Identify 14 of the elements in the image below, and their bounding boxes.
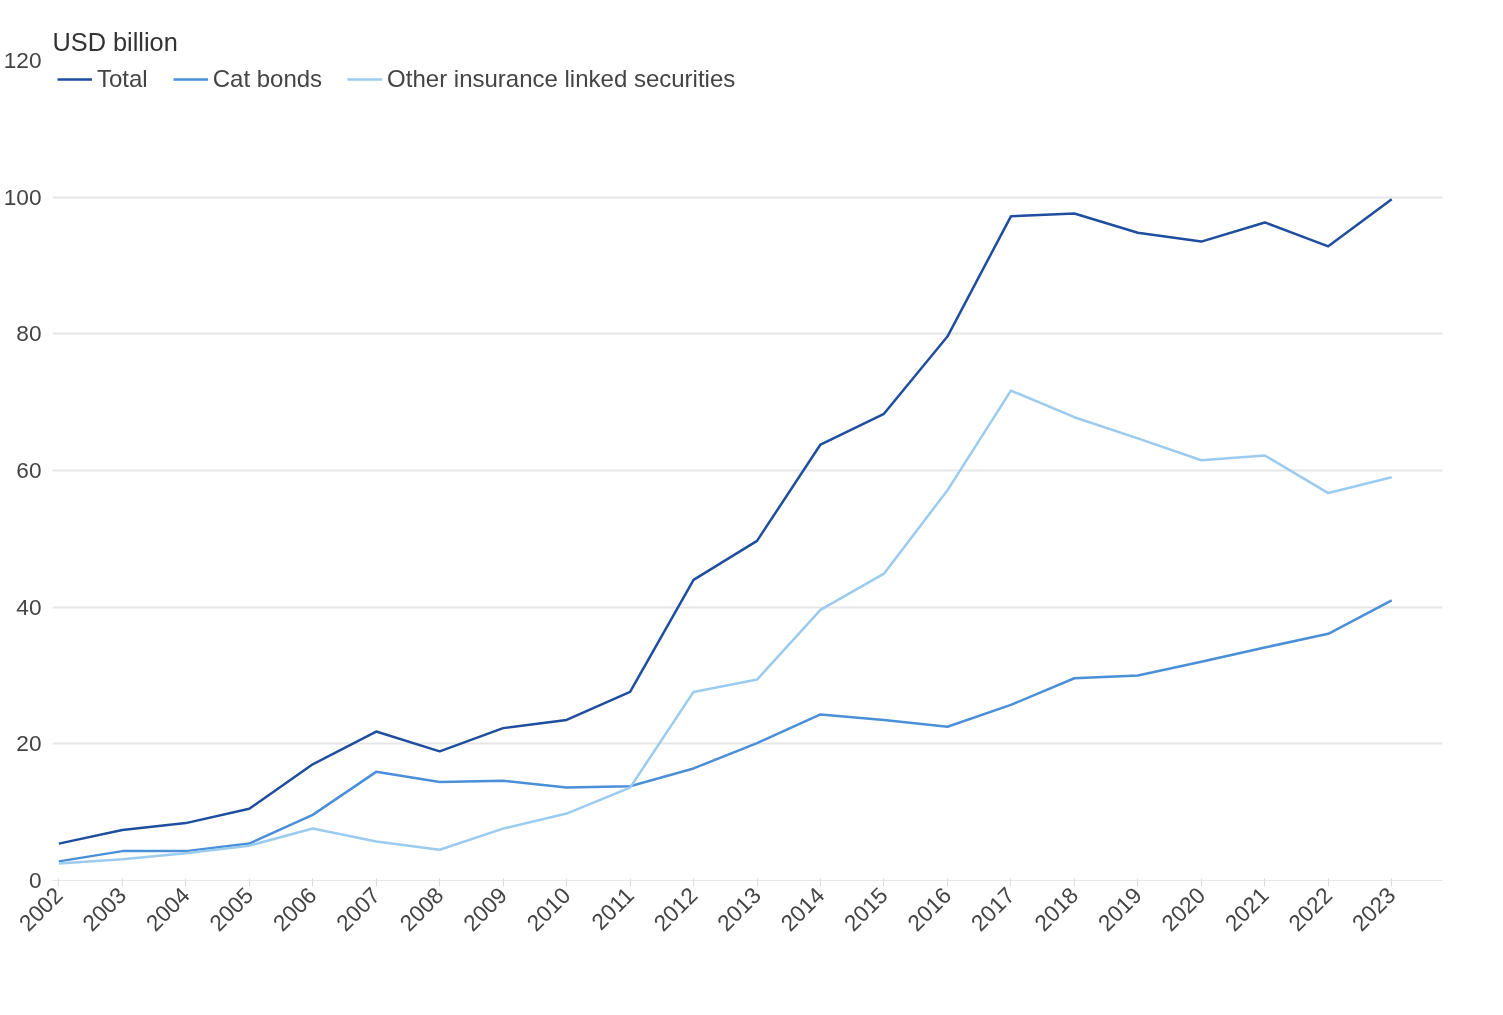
line-series — [57, 197, 1393, 845]
y-tick-label: 20 — [16, 730, 42, 757]
legend-label: Total — [97, 65, 148, 93]
line-series — [57, 599, 1393, 863]
y-tick-label: 40 — [16, 593, 42, 620]
legend-label: Other insurance linked securities — [387, 65, 736, 93]
y-tick-label: 0 — [28, 867, 42, 893]
y-tick-label: 120 — [3, 47, 42, 73]
line-series — [57, 389, 1393, 865]
y-tick-label: 60 — [16, 457, 42, 483]
y-tick-label: 100 — [3, 183, 42, 210]
legend-label: Cat bonds — [212, 65, 323, 93]
y-axis-title: USD billion — [52, 27, 178, 56]
y-tick-label: 80 — [16, 320, 42, 347]
